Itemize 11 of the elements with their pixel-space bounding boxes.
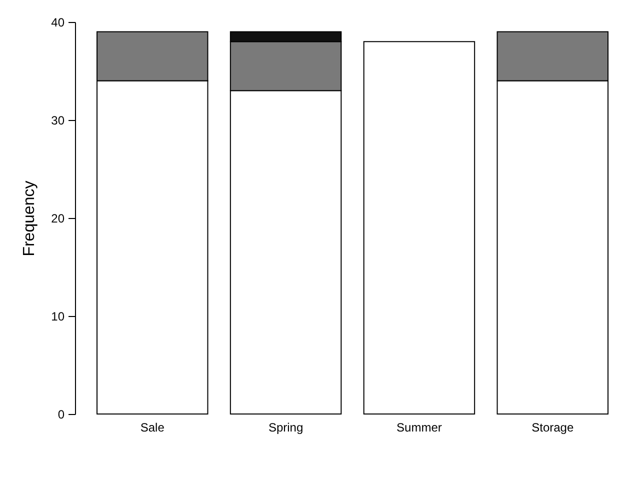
y-axis-title: Frequency bbox=[21, 180, 38, 256]
y-tick-label: 40 bbox=[51, 16, 65, 30]
y-tick-label: 20 bbox=[51, 212, 65, 226]
x-tick-label: Storage bbox=[532, 420, 574, 434]
y-tick-label: 30 bbox=[51, 114, 65, 128]
bar bbox=[363, 41, 476, 414]
x-tick-label: Summer bbox=[396, 420, 442, 434]
x-tick-label: Sale bbox=[140, 420, 165, 434]
x-tick-label: Spring bbox=[268, 420, 304, 434]
y-tick-label: 10 bbox=[51, 310, 65, 324]
y-tick-label: 0 bbox=[58, 408, 65, 422]
